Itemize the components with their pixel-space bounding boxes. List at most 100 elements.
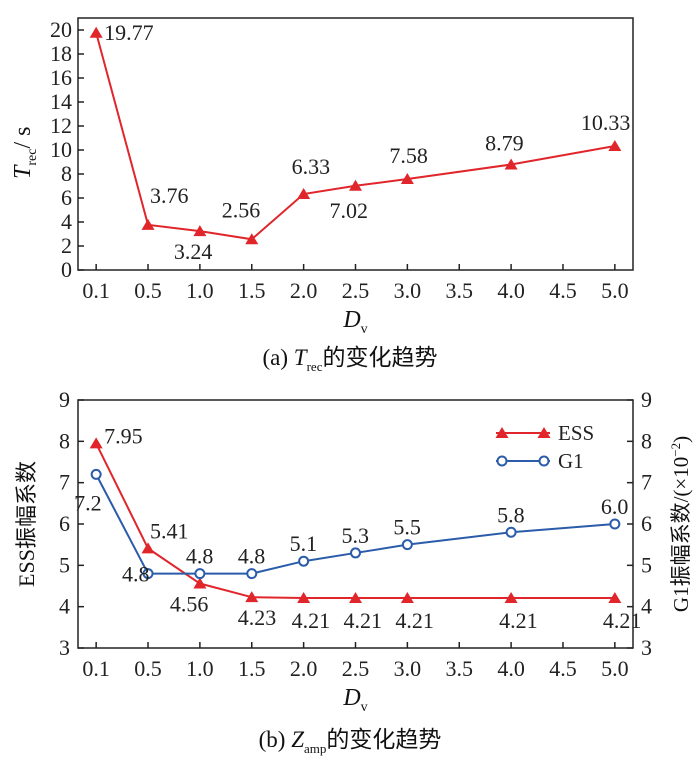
chart-b: 3 3 4 4 5 5 6 6 7 7 8 8 9 9 0.1 0.5 1.0 1.5 2.0 2.5 3.0 3.5 4.…: [14, 387, 693, 756]
data-point-ess: [608, 591, 622, 603]
x-tick-label: 3.0: [394, 656, 422, 681]
x-tick-label: 1.0: [186, 278, 214, 303]
data-label-ess: 4.56: [170, 592, 209, 617]
y-right-axis-label: G1振幅系数/(×10−2): [668, 436, 693, 612]
x-tick-label: 2.5: [342, 278, 370, 303]
legend-label-ess: ESS: [558, 421, 594, 445]
x-tick-label: 4.0: [497, 656, 525, 681]
x-tick-label: 2.0: [290, 278, 318, 303]
data-label-g1: 4.8: [186, 544, 214, 569]
x-axis-label: Dv: [342, 307, 367, 337]
y-tick-label: 12: [50, 113, 72, 138]
data-label-g1: 5.5: [393, 515, 421, 540]
y-tick-label: 20: [50, 17, 72, 42]
caption-a: (a) Trec的变化趋势: [263, 345, 438, 374]
data-point-g1: [401, 539, 413, 551]
y-right-tick-label: 8: [641, 428, 652, 453]
data-point-g1: [246, 568, 258, 580]
y-tick-label: 4: [61, 209, 72, 234]
data-point: [141, 218, 155, 230]
x-tick-label: 4.5: [549, 656, 577, 681]
y-tick-label: 2: [61, 233, 72, 258]
data-label: 2.56: [222, 197, 261, 222]
x-tick-label: 2.0: [290, 656, 318, 681]
data-point-ess: [297, 591, 311, 603]
caption-b: (b) Zamp的变化趋势: [259, 727, 442, 756]
x-tick-label: 5.0: [601, 278, 629, 303]
data-label-ess: 4.23: [238, 605, 277, 630]
x-tick-label: 1.0: [186, 656, 214, 681]
legend-marker: [496, 455, 508, 467]
x-tick-label: 0.1: [82, 656, 110, 681]
data-point: [89, 26, 103, 38]
x-tick-label: 3.5: [445, 278, 473, 303]
data-point-g1: [90, 468, 102, 480]
data-point-ess: [193, 577, 207, 589]
data-label-ess: 4.21: [344, 608, 383, 633]
data-label-g1: 4.8: [238, 544, 266, 569]
y-right-tick-label: 5: [641, 552, 652, 577]
x-tick-label: 0.5: [134, 656, 162, 681]
data-point-ess: [400, 591, 414, 603]
data-point-ess: [141, 542, 155, 554]
x-tick-label: 5.0: [601, 656, 629, 681]
data-point-ess: [89, 437, 103, 449]
x-tick-label: 0.5: [134, 278, 162, 303]
data-label: 8.79: [485, 131, 524, 156]
x-tick-label: 4.0: [497, 278, 525, 303]
data-label-g1: 6.0: [601, 494, 629, 519]
data-label: 3.76: [150, 183, 189, 208]
data-label-ess: 4.21: [292, 608, 331, 633]
y-tick-label: 10: [50, 137, 72, 162]
y-left-tick-label: 5: [59, 552, 70, 577]
data-point-g1: [194, 568, 206, 580]
y-right-tick-label: 3: [641, 635, 652, 660]
y-tick-label: 6: [61, 185, 72, 210]
data-point-g1: [350, 547, 361, 559]
legend-marker: [538, 455, 550, 467]
data-point: [349, 179, 362, 191]
y-axis-label: Trec/ s: [10, 127, 40, 179]
y-right-tick-label: 6: [641, 511, 652, 536]
y-left-tick-label: 7: [59, 470, 70, 495]
data-label: 7.58: [389, 143, 428, 168]
y-left-tick-label: 3: [59, 635, 70, 660]
data-label-ess: 4.21: [499, 608, 538, 633]
data-label-ess: 5.41: [150, 518, 189, 543]
y-tick-label: 14: [50, 89, 72, 114]
data-point-ess: [245, 591, 259, 603]
data-label: 3.24: [174, 239, 213, 264]
x-tick-label: 2.5: [342, 656, 370, 681]
data-point-g1: [298, 555, 310, 567]
plot-frame: [77, 17, 634, 271]
data-label-g1: 4.8: [122, 562, 150, 587]
data-point: [297, 188, 311, 200]
data-point-g1: [142, 568, 154, 580]
y-tick-label: 16: [50, 65, 72, 90]
data-label-g1: 5.8: [497, 502, 525, 527]
data-label-ess: 4.21: [395, 608, 434, 633]
y-right-tick-label: 4: [641, 594, 652, 619]
data-label: 19.77: [104, 20, 154, 45]
x-tick-label: 1.5: [238, 278, 266, 303]
legend-label-g1: G1: [558, 449, 584, 473]
data-point: [400, 173, 414, 185]
y-right-tick-label: 9: [641, 387, 652, 412]
y-left-tick-label: 4: [59, 594, 70, 619]
y-left-tick-label: 8: [59, 428, 70, 453]
y-left-tick-label: 6: [59, 511, 70, 536]
y-left-axis-label: ESS振幅系数: [14, 461, 39, 587]
y-tick-label: 0: [61, 257, 72, 282]
data-point-g1: [505, 526, 517, 538]
data-label: 10.33: [581, 110, 631, 135]
data-point: [504, 158, 518, 170]
data-point: [193, 225, 207, 237]
data-label-ess: 4.21: [603, 608, 642, 633]
data-point-ess: [349, 591, 362, 603]
x-tick-label: 0.1: [82, 278, 110, 303]
y-left-tick-label: 9: [59, 387, 70, 412]
data-label-g1: 5.3: [342, 523, 370, 548]
data-point: [608, 140, 622, 152]
y-tick-label: 18: [50, 41, 72, 66]
